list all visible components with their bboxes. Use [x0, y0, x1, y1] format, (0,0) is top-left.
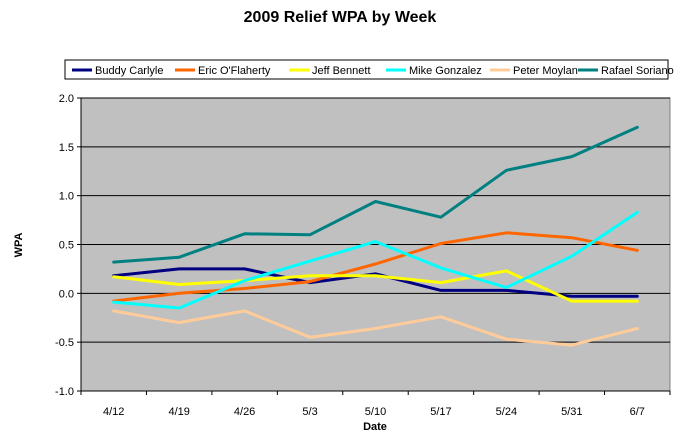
y-tick-label: 2.0: [59, 93, 74, 105]
legend-label: Eric O'Flaherty: [198, 65, 271, 77]
chart-title: 2009 Relief WPA by Week: [244, 9, 437, 26]
x-tick-label: 4/26: [234, 406, 255, 418]
y-tick-label: 1.0: [59, 191, 74, 203]
x-tick-label: 5/10: [365, 406, 386, 418]
x-tick-label: 6/7: [630, 406, 645, 418]
y-tick-label: 0.0: [59, 288, 74, 300]
x-tick-label: 4/19: [168, 406, 189, 418]
legend-box: [64, 59, 669, 80]
legend-label: Buddy Carlyle: [95, 65, 163, 77]
x-tick-label: 4/12: [103, 406, 124, 418]
legend-label: Rafael Soriano: [601, 65, 674, 77]
series-line-rafael-soriano: [112, 125, 639, 264]
x-tick-label: 5/31: [561, 406, 582, 418]
series-line-buddy-carlyle: [112, 267, 639, 298]
x-axis-label: Date: [363, 421, 387, 433]
legend: Buddy Carlyle Eric O'Flaherty Jeff Bennett…: [64, 59, 674, 80]
y-tick-label: 1.5: [59, 142, 74, 154]
x-tick-labels: 4/12 4/19 4/26 5/3 5/10 5/17 5/24 5/31 6/7: [103, 406, 645, 418]
axes: [77, 97, 671, 395]
legend-label: Mike Gonzalez: [409, 65, 482, 77]
y-axis-label: WPA: [13, 233, 25, 258]
series-line-peter-moylan: [112, 309, 639, 347]
legend-label: Peter Moylan: [513, 65, 578, 77]
y-tick-labels: 2.0 1.5 1.0 0.5 0.0 -0.5 -1.0: [55, 93, 74, 398]
series-line-jeff-bennett: [112, 269, 639, 303]
legend-label: Jeff Bennett: [312, 65, 371, 77]
x-tick-label: 5/17: [430, 406, 451, 418]
x-tick-label: 5/24: [496, 406, 517, 418]
y-tick-label: -1.0: [55, 386, 74, 398]
series-line-mike-gonzalez: [112, 210, 639, 310]
series-line-eric-o-flaherty: [112, 231, 639, 303]
y-tick-label: 0.5: [59, 240, 74, 252]
series-lines: [112, 125, 639, 347]
x-tick-label: 5/3: [302, 406, 317, 418]
y-tick-label: -0.5: [55, 337, 74, 349]
